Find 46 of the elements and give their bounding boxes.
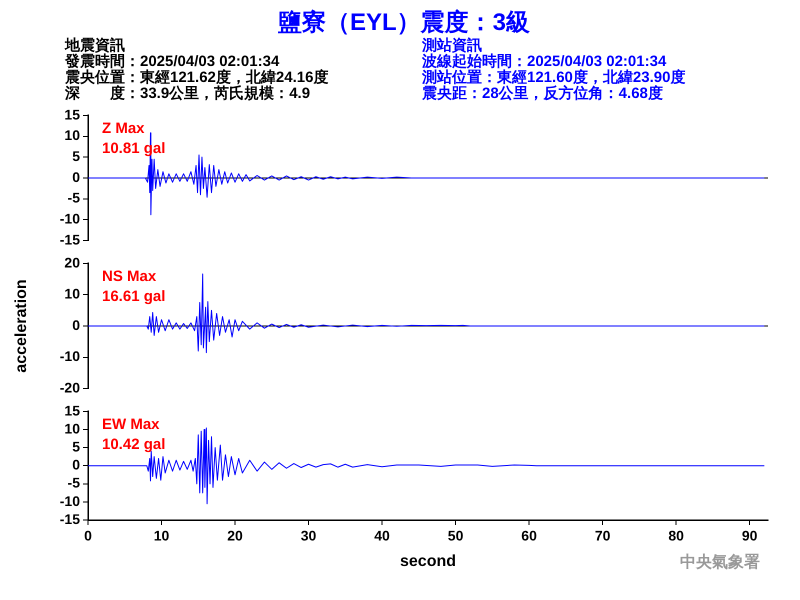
y-tick-label: -15 xyxy=(60,510,80,527)
annotation: 10.42 gal xyxy=(102,436,166,454)
y-tick-label: 10 xyxy=(64,127,80,144)
x-tick-label: 30 xyxy=(300,527,317,544)
text: 中央氣象署 xyxy=(680,552,760,573)
annotation: NS Max xyxy=(102,268,157,286)
y-tick-label: 0 xyxy=(72,316,80,333)
x-tick-label: 70 xyxy=(594,527,611,544)
x-tick-label: 80 xyxy=(668,527,684,544)
text: 深 度：33.9公里，芮氏規模：4.9 xyxy=(65,85,312,102)
text: 震央位置：東經121.62度，北緯24.16度 xyxy=(65,69,330,86)
y-tick-label: 15 xyxy=(64,402,80,418)
y-tick-label: 10 xyxy=(64,286,80,302)
x-tick-label: 90 xyxy=(742,527,758,544)
text: 鹽寮（EYL）震度：3級 xyxy=(276,8,532,37)
text: 測站資訊 xyxy=(422,37,482,54)
annotation: Z Max xyxy=(102,120,146,138)
y-tick-label: -10 xyxy=(60,210,80,227)
x-tick-label: 0 xyxy=(84,527,92,544)
text: 地震資訊 xyxy=(65,37,126,54)
x-tick-label: 10 xyxy=(154,527,170,544)
y-tick-label: 10 xyxy=(64,420,80,436)
x-tick-label: 50 xyxy=(448,527,464,544)
x-tick-label: 20 xyxy=(227,527,244,544)
y-tick-label: 0 xyxy=(72,168,80,185)
y-tick-label: 0 xyxy=(72,456,80,473)
y-tick-label: -5 xyxy=(68,474,80,491)
y-tick-label: 5 xyxy=(72,438,80,454)
y-tick-label: -10 xyxy=(60,348,80,364)
text: 發震時間：2025/04/03 02:01:34 xyxy=(65,53,280,70)
y-tick-label: -5 xyxy=(68,190,80,206)
y-tick-label: 15 xyxy=(64,106,80,122)
x-axis-title: second xyxy=(400,552,456,570)
y-tick-label: 5 xyxy=(72,148,80,164)
y-tick-label: 20 xyxy=(64,254,80,270)
text: 震央距：28公里，反方位角：4.68度 xyxy=(422,85,664,102)
y-tick-label: -10 xyxy=(60,492,80,509)
text: 波線起始時間：2025/04/03 02:01:34 xyxy=(422,53,668,70)
x-tick-label: 60 xyxy=(521,527,538,544)
y-tick-label: -15 xyxy=(60,231,80,248)
y-axis-title: acceleration xyxy=(13,279,30,373)
annotation: EW Max xyxy=(102,416,160,434)
text: 測站位置：東經121.60度，北緯23.90度 xyxy=(422,69,686,86)
x-tick-label: 40 xyxy=(374,527,390,544)
y-tick-label: -20 xyxy=(60,379,80,396)
annotation: 16.61 gal xyxy=(102,288,166,306)
